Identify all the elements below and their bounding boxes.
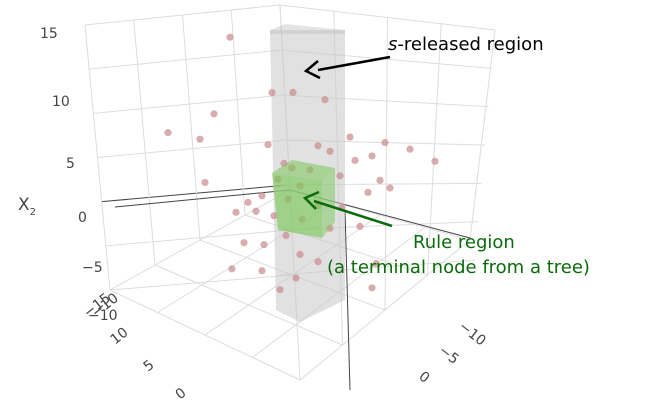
data-point — [314, 142, 322, 150]
data-point — [201, 178, 209, 187]
grid-line-right-v — [469, 29, 496, 241]
released-arrow-line — [317, 55, 391, 72]
tick-label-x2: 0 — [78, 210, 87, 226]
tick-label-x2: −5 — [82, 260, 103, 276]
data-point — [321, 96, 329, 104]
tick-label-x2: 15 — [40, 26, 58, 42]
rule-region-front-face — [272, 173, 322, 238]
tick-label-x1: −10 — [456, 319, 489, 350]
grid-line-back-v — [230, 9, 246, 216]
data-point — [292, 274, 300, 282]
data-point — [296, 250, 304, 258]
tick-label-x2: −10 — [88, 308, 118, 324]
tick-label-x3: 10 — [108, 325, 132, 349]
data-point — [258, 267, 266, 275]
data-point — [260, 241, 268, 249]
data-point — [264, 141, 272, 149]
data-point — [252, 207, 260, 215]
rule-region — [272, 160, 335, 238]
data-point — [431, 157, 439, 165]
data-point — [326, 147, 334, 155]
data-point — [386, 184, 394, 192]
data-point — [346, 133, 354, 141]
data-point — [244, 198, 252, 206]
data-point — [232, 208, 240, 216]
grid-line-right-v — [427, 23, 442, 276]
data-point — [268, 88, 276, 97]
data-point — [381, 139, 389, 147]
grid-line-back-h — [97, 139, 287, 158]
data-point — [356, 222, 364, 230]
data-point — [196, 135, 204, 143]
points-layer — [164, 33, 439, 294]
data-point — [376, 176, 384, 184]
rule-region-top-face — [272, 160, 335, 180]
tick-label-x2: 5 — [66, 156, 75, 172]
tick-label-x3: 5 — [141, 357, 158, 375]
released-arrow-head — [303, 60, 321, 80]
grid-line-back-v — [133, 19, 156, 266]
rule-arrow-line — [313, 199, 393, 228]
tick-label-x1: −5 — [436, 343, 462, 368]
data-point — [258, 192, 266, 200]
zero-line-x3 — [344, 209, 351, 391]
grid-line-back-h — [101, 184, 289, 203]
data-point — [240, 239, 248, 247]
data-point — [364, 188, 372, 196]
rule-arrow-head — [302, 190, 320, 210]
data-point — [228, 265, 236, 273]
grid-line-back-h — [105, 229, 291, 247]
data-point — [336, 172, 344, 180]
data-point — [372, 259, 380, 268]
data-point — [289, 88, 297, 96]
data-point — [368, 284, 376, 292]
axis-title-x2: X2 — [18, 195, 36, 218]
data-point — [314, 258, 322, 266]
rule-region-side-face — [322, 168, 335, 238]
grid-line-floor-b — [299, 239, 471, 381]
tick-label-x1: 0 — [416, 369, 433, 387]
data-point — [270, 212, 278, 220]
data-point — [406, 145, 414, 153]
data-point — [368, 152, 376, 160]
data-point — [282, 231, 290, 240]
data-point — [226, 33, 234, 41]
released-region-label: s-released region — [388, 34, 544, 55]
rule-region-label-line2: (a terminal node from a tree) — [327, 257, 590, 278]
grid-line-back-h — [93, 94, 285, 114]
tick-label-x3: 0 — [173, 385, 190, 403]
data-point — [351, 156, 359, 164]
data-point — [276, 286, 284, 294]
grid-line-back-v — [84, 24, 111, 291]
tick-label-x2: 10 — [52, 94, 70, 110]
rule-region-label-line1: Rule region — [413, 232, 515, 253]
released-region-top-face — [270, 24, 345, 34]
data-point — [164, 129, 172, 137]
grid-line-back-v — [182, 14, 201, 241]
grid-line-back-h — [109, 274, 293, 291]
data-point — [210, 110, 218, 118]
